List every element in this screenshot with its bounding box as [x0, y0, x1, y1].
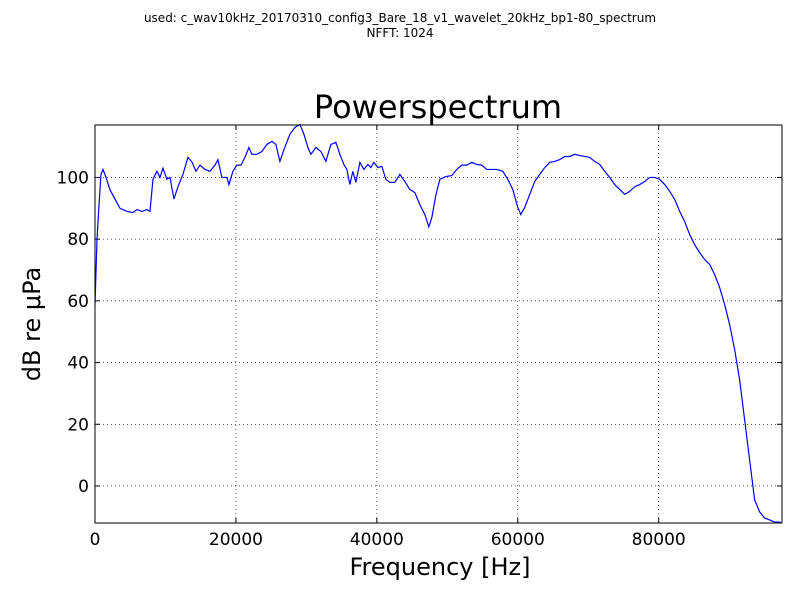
x-tick-label: 20000 — [209, 530, 263, 550]
y-axis-label: dB re μPa — [18, 267, 46, 381]
y-tick-label: 40 — [67, 354, 89, 374]
y-tick-label: 0 — [78, 477, 89, 497]
suptitle: used: c_wav10kHz_20170310_config3_Bare_1… — [144, 11, 656, 25]
x-tick-label: 40000 — [350, 530, 404, 550]
y-tick-label: 100 — [57, 168, 89, 188]
x-tick-label: 80000 — [632, 530, 686, 550]
y-tick-label: 60 — [67, 292, 89, 312]
x-tick-label: 0 — [90, 530, 101, 550]
x-tick-label: 60000 — [491, 530, 545, 550]
chart-title: Powerspectrum — [314, 88, 562, 126]
suptitle: NFFT: 1024 — [367, 26, 434, 40]
y-tick-label: 80 — [67, 230, 89, 250]
x-axis-label: Frequency [Hz] — [350, 553, 531, 581]
y-tick-label: 20 — [67, 415, 89, 435]
spectrum-line — [94, 123, 781, 523]
plot-frame — [94, 124, 783, 524]
